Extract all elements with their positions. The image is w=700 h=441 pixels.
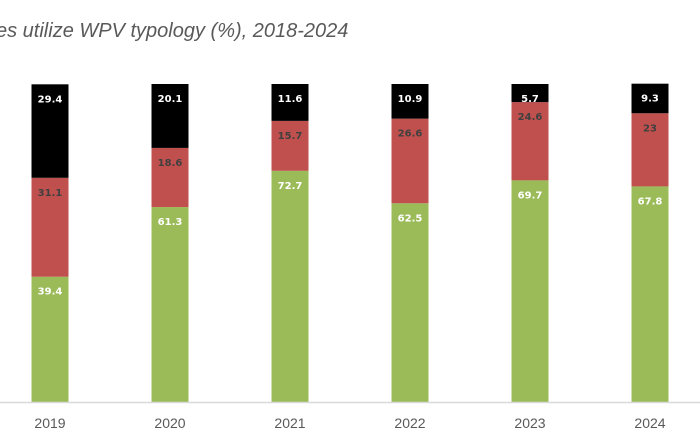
bar-segment-middle-2022 (391, 118, 429, 204)
data-label-top-2023: 5.7 (521, 94, 539, 105)
data-label-bottom-2019: 39.4 (38, 287, 63, 298)
x-tick-label: 2024 (634, 415, 665, 431)
data-label-top-2024: 9.3 (641, 94, 659, 105)
x-tick-labels: 2019 2020 2021 2022 2023 2024 (34, 415, 665, 431)
data-label-middle-2022: 26.6 (398, 129, 423, 140)
bar-segment-bottom-2019 (31, 276, 69, 402)
bar-segment-bottom-2020 (151, 207, 189, 402)
chart-title: es utilize WPV typology (%), 2018-2024 (0, 20, 349, 42)
bar-segment-top-2023 (511, 84, 549, 103)
bar-segment-middle-2024 (631, 113, 669, 187)
data-label-bottom-2020: 61.3 (158, 217, 183, 228)
data-label-middle-2021: 15.7 (278, 131, 303, 142)
data-label-middle-2024: 23 (643, 123, 657, 134)
bar-segment-top-2021 (271, 84, 309, 121)
bar-segment-top-2019 (31, 84, 69, 178)
data-label-bottom-2023: 69.7 (518, 190, 543, 201)
bar-segment-middle-2019 (31, 177, 69, 277)
x-tick-label: 2019 (34, 415, 65, 431)
bar-segment-middle-2020 (151, 147, 189, 208)
bar-segment-bottom-2023 (511, 180, 549, 402)
data-label-bottom-2022: 62.5 (398, 213, 423, 224)
data-label-bottom-2021: 72.7 (278, 181, 303, 192)
data-label-bottom-2024: 67.8 (638, 196, 663, 207)
data-label-top-2022: 10.9 (398, 94, 423, 105)
bar-segment-bottom-2021 (271, 170, 309, 402)
x-tick-label: 2023 (514, 415, 545, 431)
data-label-middle-2020: 18.6 (158, 158, 183, 169)
bar-segment-middle-2023 (511, 102, 549, 181)
data-label-top-2021: 11.6 (278, 94, 303, 105)
x-tick-label: 2021 (274, 415, 305, 431)
data-label-top-2019: 29.4 (38, 94, 63, 105)
bar-segment-top-2020 (151, 84, 189, 148)
data-label-middle-2023: 24.6 (518, 112, 543, 123)
bar-segment-top-2024 (631, 83, 669, 114)
x-tick-label: 2022 (394, 415, 425, 431)
data-label-top-2020: 20.1 (158, 94, 183, 105)
data-label-middle-2019: 31.1 (38, 188, 63, 199)
bar-segment-bottom-2024 (631, 186, 669, 402)
bars-group: 39.4 31.1 29.4 61.3 18.6 20.1 72.7 15.7 11.6 62.5… (31, 83, 669, 402)
bar-segment-top-2022 (391, 84, 429, 119)
x-tick-label: 2020 (154, 415, 185, 431)
bar-segment-bottom-2022 (391, 203, 429, 402)
bar-segment-middle-2021 (271, 120, 309, 171)
